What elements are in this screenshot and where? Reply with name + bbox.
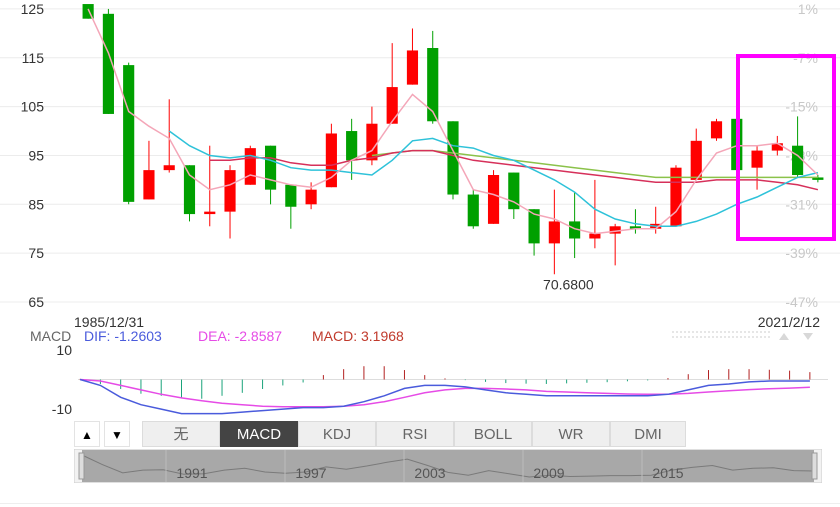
candle-body	[102, 13, 114, 114]
navigator-left-handle[interactable]	[78, 452, 85, 480]
candle-body	[487, 175, 500, 224]
candle-body	[792, 145, 804, 176]
price-tick-label: 95	[28, 147, 44, 163]
candle-body	[366, 123, 378, 161]
macd-axis: 10 -10	[52, 342, 828, 417]
macd-histogram	[79, 366, 811, 399]
candle-body	[670, 167, 682, 227]
dea-value: DEA: -2.8587	[198, 328, 283, 344]
tab-boll[interactable]: BOLL	[454, 421, 532, 447]
percent-tick-label: -31%	[785, 196, 818, 212]
price-tick-label: 85	[28, 196, 44, 212]
candle-body	[163, 165, 175, 171]
candle-body	[548, 221, 560, 244]
candle-body	[771, 143, 783, 151]
percent-axis: 1%-7%-15%-23%-31%-39%-47%	[785, 1, 818, 310]
navigator-year-label: 2009	[533, 465, 564, 481]
price-tick-label: 65	[28, 294, 44, 310]
macd-dif-line	[79, 378, 810, 415]
candle-body	[285, 184, 297, 207]
candle-body	[183, 165, 196, 215]
candle-body	[325, 133, 337, 188]
moving-average-ma-fast	[87, 8, 819, 235]
macd-tick-label: -10	[52, 401, 72, 417]
candle-body	[143, 170, 155, 200]
candle-body	[406, 50, 419, 85]
candle-body	[386, 87, 398, 124]
navigator-price-line	[81, 454, 815, 478]
navigator-year-label: 1991	[176, 465, 207, 481]
candle-body	[244, 148, 256, 185]
candle-body	[609, 226, 621, 234]
macd-value: MACD: 3.1968	[312, 328, 404, 344]
tab-dmi[interactable]: DMI	[610, 421, 686, 447]
navigator-right-handle[interactable]	[811, 452, 818, 480]
price-tick-label: 115	[22, 50, 45, 66]
candle-body	[528, 209, 540, 244]
candle-body	[427, 48, 439, 122]
candle-body	[629, 226, 642, 229]
tab-wr[interactable]: WR	[532, 421, 610, 447]
move-down-button[interactable]: ▼	[104, 421, 130, 447]
start-date-label: 1985/12/31	[74, 314, 144, 330]
candle-body	[204, 211, 216, 215]
candle-body	[264, 145, 277, 190]
price-tick-label: 125	[21, 1, 45, 17]
moving-average-ma-mid	[168, 130, 819, 228]
candle-body	[751, 150, 763, 168]
price-tick-label: 75	[28, 245, 44, 261]
candlestick-bodies	[82, 4, 824, 244]
indicator-name: MACD	[30, 328, 72, 344]
navigator-selection[interactable]	[82, 450, 814, 482]
price-tick-label: 105	[21, 99, 45, 115]
percent-tick-label: -15%	[785, 99, 818, 115]
scroll-arrows[interactable]	[779, 333, 813, 340]
tab-rsi[interactable]: RSI	[376, 421, 454, 447]
candle-body	[123, 65, 135, 202]
macd-tick-label: 10	[56, 342, 72, 358]
time-navigator[interactable]: 1991 1997 2003 2009 2015	[74, 449, 822, 483]
macd-lines	[79, 378, 810, 415]
percent-tick-label: -47%	[785, 294, 818, 310]
dif-value: DIF: -1.2603	[84, 328, 162, 344]
moving-average-lines	[87, 8, 819, 235]
indicator-legend: MACD DIF: -1.2603 DEA: -2.8587 MACD: 3.1…	[0, 328, 840, 344]
tab-none[interactable]: 无	[142, 421, 220, 447]
percent-tick-label: -39%	[785, 245, 818, 261]
candle-body	[447, 121, 459, 195]
highlight-box	[736, 54, 836, 241]
moving-average-ma-slow	[209, 149, 819, 191]
candle-body	[569, 221, 581, 239]
moving-average-ma-long	[371, 149, 818, 179]
navigator-years: 1991 1997 2003 2009 2015	[165, 450, 684, 482]
navigator-year-label: 2003	[414, 465, 445, 481]
macd-dea-line	[80, 378, 810, 408]
candle-body	[812, 177, 824, 180]
candle-body	[467, 194, 479, 227]
low-price-annotation: 70.6800	[543, 276, 594, 292]
move-up-button[interactable]: ▲	[74, 421, 100, 447]
candle-body	[690, 140, 702, 180]
candle-body	[346, 131, 358, 161]
tab-macd[interactable]: MACD	[220, 421, 298, 447]
scroll-up-icon[interactable]	[779, 333, 789, 340]
candle-body	[589, 233, 601, 239]
candle-body	[710, 121, 723, 139]
candle-body	[508, 172, 520, 210]
end-date-label: 2021/2/12	[758, 314, 820, 330]
navigator-year-label: 1997	[295, 465, 326, 481]
candle-body	[305, 189, 317, 205]
scroll-down-icon[interactable]	[803, 333, 813, 340]
percent-tick-label: 1%	[798, 1, 818, 17]
candle-body	[224, 170, 236, 212]
tab-kdj[interactable]: KDJ	[298, 421, 376, 447]
candle-body	[82, 4, 94, 19]
navigator-year-label: 2015	[652, 465, 683, 481]
price-axis: 125 115 105 95 85 75 65	[21, 1, 45, 310]
price-grid	[0, 8, 840, 303]
bottom-rule	[0, 503, 840, 504]
